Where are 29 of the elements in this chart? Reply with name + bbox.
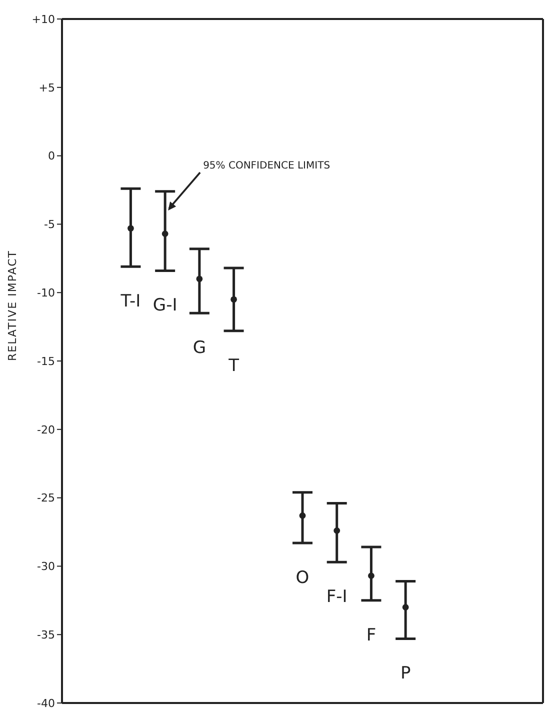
y-axis-title: RELATIVE IMPACT [6, 250, 19, 361]
point [299, 512, 306, 519]
y-tick-label: -10 [37, 286, 55, 300]
y-tick-label: -5 [44, 218, 55, 232]
x-tick-label: O [296, 568, 310, 588]
y-tick-label: -20 [37, 423, 55, 436]
point [230, 296, 237, 303]
x-tick-label: F [366, 625, 376, 646]
point [162, 230, 168, 237]
y-tick-label: -40 [37, 696, 55, 710]
y-tick-label: 0 [48, 150, 55, 163]
x-tick-label: F-I [326, 587, 348, 608]
annotation: 95% CONFIDENCE LIMITS [203, 160, 330, 172]
point [368, 572, 374, 579]
x-tick-label: G-I [152, 296, 178, 316]
point [334, 527, 340, 534]
x-tick-label: G [192, 338, 206, 358]
y-tick-label: -15 [37, 354, 55, 368]
y-tick-label: +10 [32, 12, 55, 26]
y-tick-label: +5 [38, 81, 55, 94]
y-tick-label: -25 [37, 492, 55, 505]
point [196, 276, 203, 282]
x-tick-label: T [228, 356, 240, 376]
y-tick-label: -35 [37, 628, 55, 642]
point [402, 604, 409, 610]
x-tick-label: T-I [120, 292, 141, 312]
point [128, 225, 134, 232]
y-tick-label: -30 [37, 560, 55, 574]
x-tick-label: P [400, 664, 411, 684]
